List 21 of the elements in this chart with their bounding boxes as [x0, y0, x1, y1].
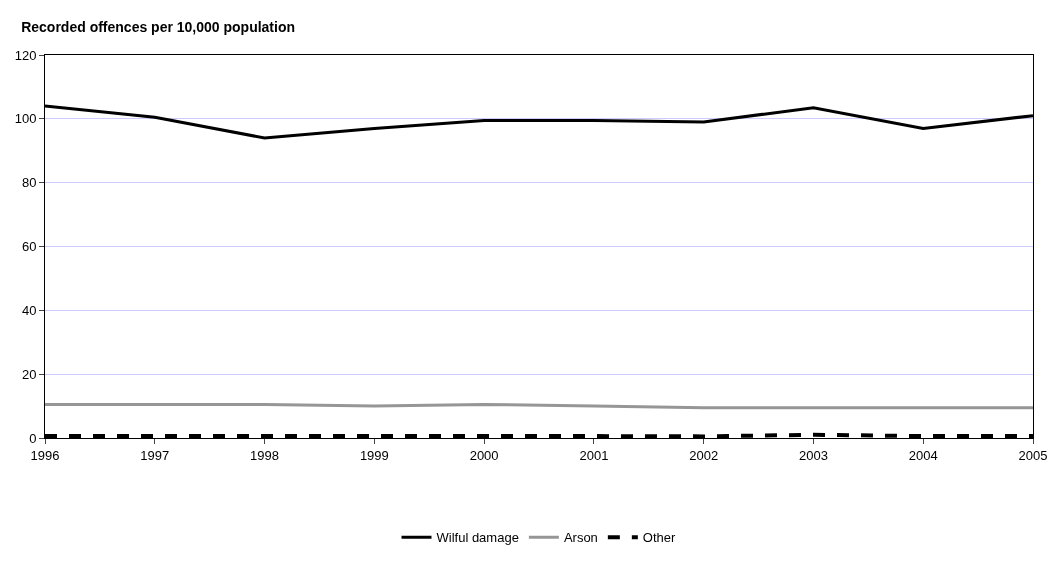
chart-title: Recorded offences per 10,000 population — [21, 19, 296, 36]
x-tick-label: 1996 — [30, 447, 60, 463]
y-tick-label: 40 — [21, 302, 37, 318]
legend-label: Wilful damage — [436, 530, 519, 546]
x-tick-label: 2004 — [908, 447, 938, 463]
y-tick-label: 20 — [21, 366, 37, 382]
legend-label: Other — [642, 530, 677, 546]
x-tick-label: 2000 — [469, 447, 499, 463]
x-tick-label: 2003 — [798, 447, 828, 463]
y-tick-label: 0 — [29, 430, 37, 446]
x-tick-label: 1999 — [359, 447, 389, 463]
y-tick-label: 80 — [21, 175, 37, 191]
y-tick-label: 60 — [21, 239, 37, 255]
x-tick-label: 2002 — [689, 447, 719, 463]
legend-label: Arson — [563, 530, 598, 546]
y-tick-label: 100 — [14, 111, 37, 127]
y-tick-label: 120 — [14, 47, 37, 63]
x-tick-label: 1998 — [250, 447, 280, 463]
x-tick-label: 1997 — [140, 447, 170, 463]
x-tick-label: 2001 — [579, 447, 609, 463]
x-tick-label: 2005 — [1018, 447, 1048, 463]
